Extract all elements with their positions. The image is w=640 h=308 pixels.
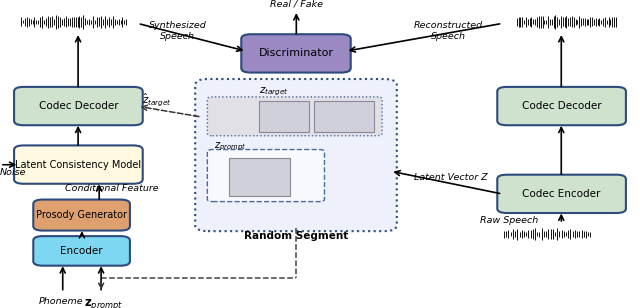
Text: Latent Consistency Model: Latent Consistency Model — [15, 160, 141, 170]
FancyBboxPatch shape — [33, 200, 130, 231]
Text: Codec Decoder: Codec Decoder — [38, 101, 118, 111]
FancyBboxPatch shape — [14, 87, 143, 125]
Text: Noise: Noise — [0, 168, 26, 177]
Text: Codec Decoder: Codec Decoder — [522, 101, 602, 111]
FancyBboxPatch shape — [241, 34, 351, 73]
FancyBboxPatch shape — [207, 97, 382, 136]
Text: Latent Vector Z: Latent Vector Z — [414, 172, 488, 181]
Text: $z_{target}$: $z_{target}$ — [259, 86, 289, 98]
Text: Prosody Generator: Prosody Generator — [36, 210, 127, 220]
Text: Discriminator: Discriminator — [259, 48, 333, 59]
FancyBboxPatch shape — [33, 236, 130, 266]
FancyBboxPatch shape — [497, 87, 626, 125]
Text: Raw Speech: Raw Speech — [479, 217, 538, 225]
Text: Codec Encoder: Codec Encoder — [522, 189, 601, 199]
FancyBboxPatch shape — [497, 175, 626, 213]
Bar — [314, 101, 374, 132]
Text: $\mathbf{z}_{prompt}$: $\mathbf{z}_{prompt}$ — [84, 297, 124, 308]
Text: $z_{prompt}$: $z_{prompt}$ — [214, 140, 246, 152]
Text: Phoneme: Phoneme — [38, 297, 83, 306]
Text: $\hat{z}_{target}$: $\hat{z}_{target}$ — [142, 92, 172, 108]
Text: Random Segment: Random Segment — [244, 231, 348, 241]
Text: Encoder: Encoder — [60, 246, 103, 256]
FancyBboxPatch shape — [207, 149, 324, 202]
Bar — [229, 158, 290, 196]
FancyBboxPatch shape — [14, 145, 143, 184]
Text: Synthesized
Speech: Synthesized Speech — [149, 21, 207, 41]
Text: Real / Fake: Real / Fake — [270, 0, 323, 9]
Bar — [259, 101, 309, 132]
Text: Reconstructed
Speech: Reconstructed Speech — [413, 21, 483, 41]
FancyBboxPatch shape — [195, 79, 397, 231]
Text: Conditional Feature: Conditional Feature — [65, 184, 159, 193]
